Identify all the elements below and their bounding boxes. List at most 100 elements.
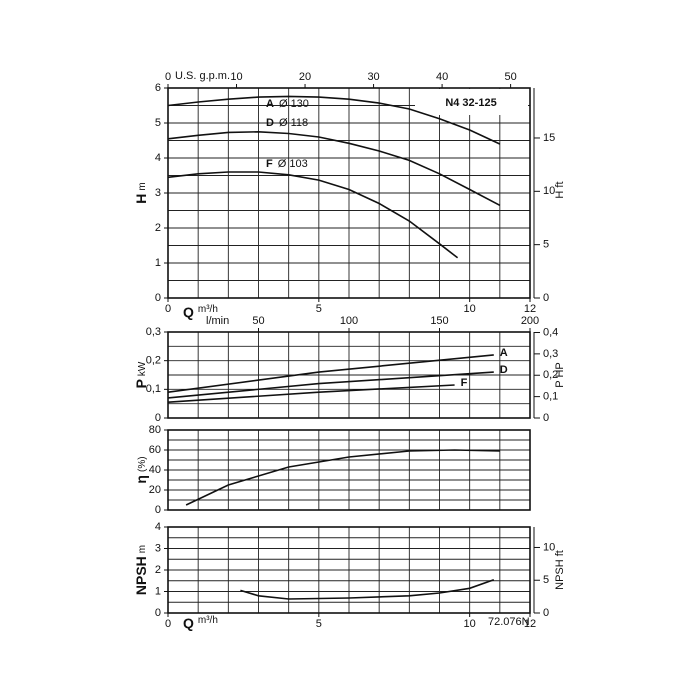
curve [167, 354, 494, 393]
y-tick-label: 5 [155, 117, 161, 129]
x2-tick-label: 20 [299, 71, 311, 83]
series-label: A [500, 347, 508, 359]
title-box [415, 89, 528, 115]
y2-tick-label: 5 [543, 239, 549, 251]
x2-tick-label: 150 [430, 315, 448, 327]
y2-tick-label: 10 [543, 541, 555, 553]
x2-axis-label: U.S. g.p.m. [175, 70, 230, 82]
x2-tick-label: 100 [340, 315, 358, 327]
y-tick-label: 4 [155, 152, 161, 164]
series-name: F [461, 377, 468, 389]
y-axis-label: Hm [133, 182, 149, 203]
x-tick-label: 5 [316, 303, 322, 315]
y-tick-label: 0,2 [146, 355, 161, 367]
y-axis-unit: m [137, 545, 148, 553]
chart-code: 72.076N [488, 616, 530, 628]
series-name: D [266, 117, 274, 129]
y2-tick-label: 5 [543, 574, 549, 586]
y2-tick-label: 0 [543, 292, 549, 304]
x2-tick-label: 30 [367, 71, 379, 83]
y2-tick-label: 0,1 [543, 391, 558, 403]
y2-tick-label: 0 [543, 607, 549, 619]
y-tick-label: 0 [155, 504, 161, 516]
series-name: A [500, 347, 508, 359]
y2-tick-label: 0,2 [543, 369, 558, 381]
y-tick-label: 4 [155, 521, 161, 533]
impeller-diameter: Ø 103 [278, 158, 308, 170]
x2-tick-label: 40 [436, 71, 448, 83]
y-tick-label: 0 [155, 412, 161, 424]
y-tick-label: 40 [149, 464, 161, 476]
series-label: F Ø 103 [266, 158, 308, 170]
curve [167, 171, 459, 259]
curve [240, 578, 495, 600]
y2-tick-label: 10 [543, 185, 555, 197]
impeller-diameter: Ø 118 [279, 117, 308, 129]
x-tick-label: 10 [464, 303, 476, 315]
y2-axis-label: H ft [554, 181, 566, 198]
series-label: D Ø 118 [266, 117, 308, 129]
curve [185, 449, 500, 506]
series-name: A [266, 98, 274, 110]
x-tick-label: 12 [524, 303, 536, 315]
x-axis-unit: m³/h [198, 304, 218, 315]
x-axis-name: Q [183, 615, 194, 631]
y-axis-unit: m [137, 182, 148, 190]
curve [167, 371, 494, 399]
y-axis-label: NPSH m [133, 545, 149, 595]
x-tick-label: 5 [316, 618, 322, 630]
series-name: F [266, 158, 273, 170]
y2-tick-label: 0 [543, 412, 549, 424]
y-tick-label: 2 [155, 564, 161, 576]
x-axis-unit: m³/h [198, 615, 218, 626]
y2-axis-label: NPSH ft [554, 550, 566, 590]
chart-title: N4 32-125 [445, 97, 496, 109]
y-axis-unit: kW [137, 361, 148, 376]
y-axis-name: H [133, 194, 149, 204]
y-tick-label: 0,1 [146, 383, 161, 395]
y-axis-name: NPSH [133, 556, 149, 595]
x2-tick-label: 50 [504, 71, 516, 83]
y-tick-label: 3 [155, 187, 161, 199]
x2-tick-label: 0 [165, 71, 171, 83]
y-tick-label: 0 [155, 607, 161, 619]
x2-tick-label: 10 [230, 71, 242, 83]
x-tick-label: 12 [524, 618, 536, 630]
y-axis-label: η (%) [133, 456, 149, 483]
y-tick-label: 20 [149, 484, 161, 496]
x2-tick-label: 200 [521, 315, 539, 327]
x-tick-label: 0 [165, 618, 171, 630]
y-axis-unit: (%) [137, 456, 148, 472]
y-tick-label: 3 [155, 542, 161, 554]
x-tick-label: 0 [165, 303, 171, 315]
y-tick-label: 1 [155, 257, 161, 269]
y-tick-label: 0,3 [146, 326, 161, 338]
curve [167, 95, 501, 145]
y-tick-label: 1 [155, 585, 161, 597]
y-axis-label: PkW [133, 361, 149, 388]
impeller-diameter: Ø 130 [279, 98, 309, 110]
y-tick-label: 80 [149, 424, 161, 436]
y-axis-name: P [133, 379, 149, 388]
y2-tick-label: 15 [543, 132, 555, 144]
x-tick-label: 10 [464, 618, 476, 630]
x-axis-name: Q [183, 304, 194, 320]
curve [167, 384, 455, 403]
series-label: A Ø 130 [266, 98, 309, 110]
y2-tick-label: 0,3 [543, 348, 558, 360]
y2-axis-label: P HP [554, 362, 566, 387]
series-name: D [500, 364, 508, 376]
y-tick-label: 2 [155, 222, 161, 234]
y-tick-label: 0 [155, 292, 161, 304]
y-axis-name: η [133, 475, 149, 484]
x2-tick-label: 50 [252, 315, 264, 327]
curve [167, 130, 501, 207]
y-tick-label: 6 [155, 82, 161, 94]
x2-axis-label: l/min [206, 315, 229, 327]
series-label: F [461, 377, 468, 389]
series-label: D [500, 364, 508, 376]
y2-tick-label: 0,4 [543, 326, 558, 338]
